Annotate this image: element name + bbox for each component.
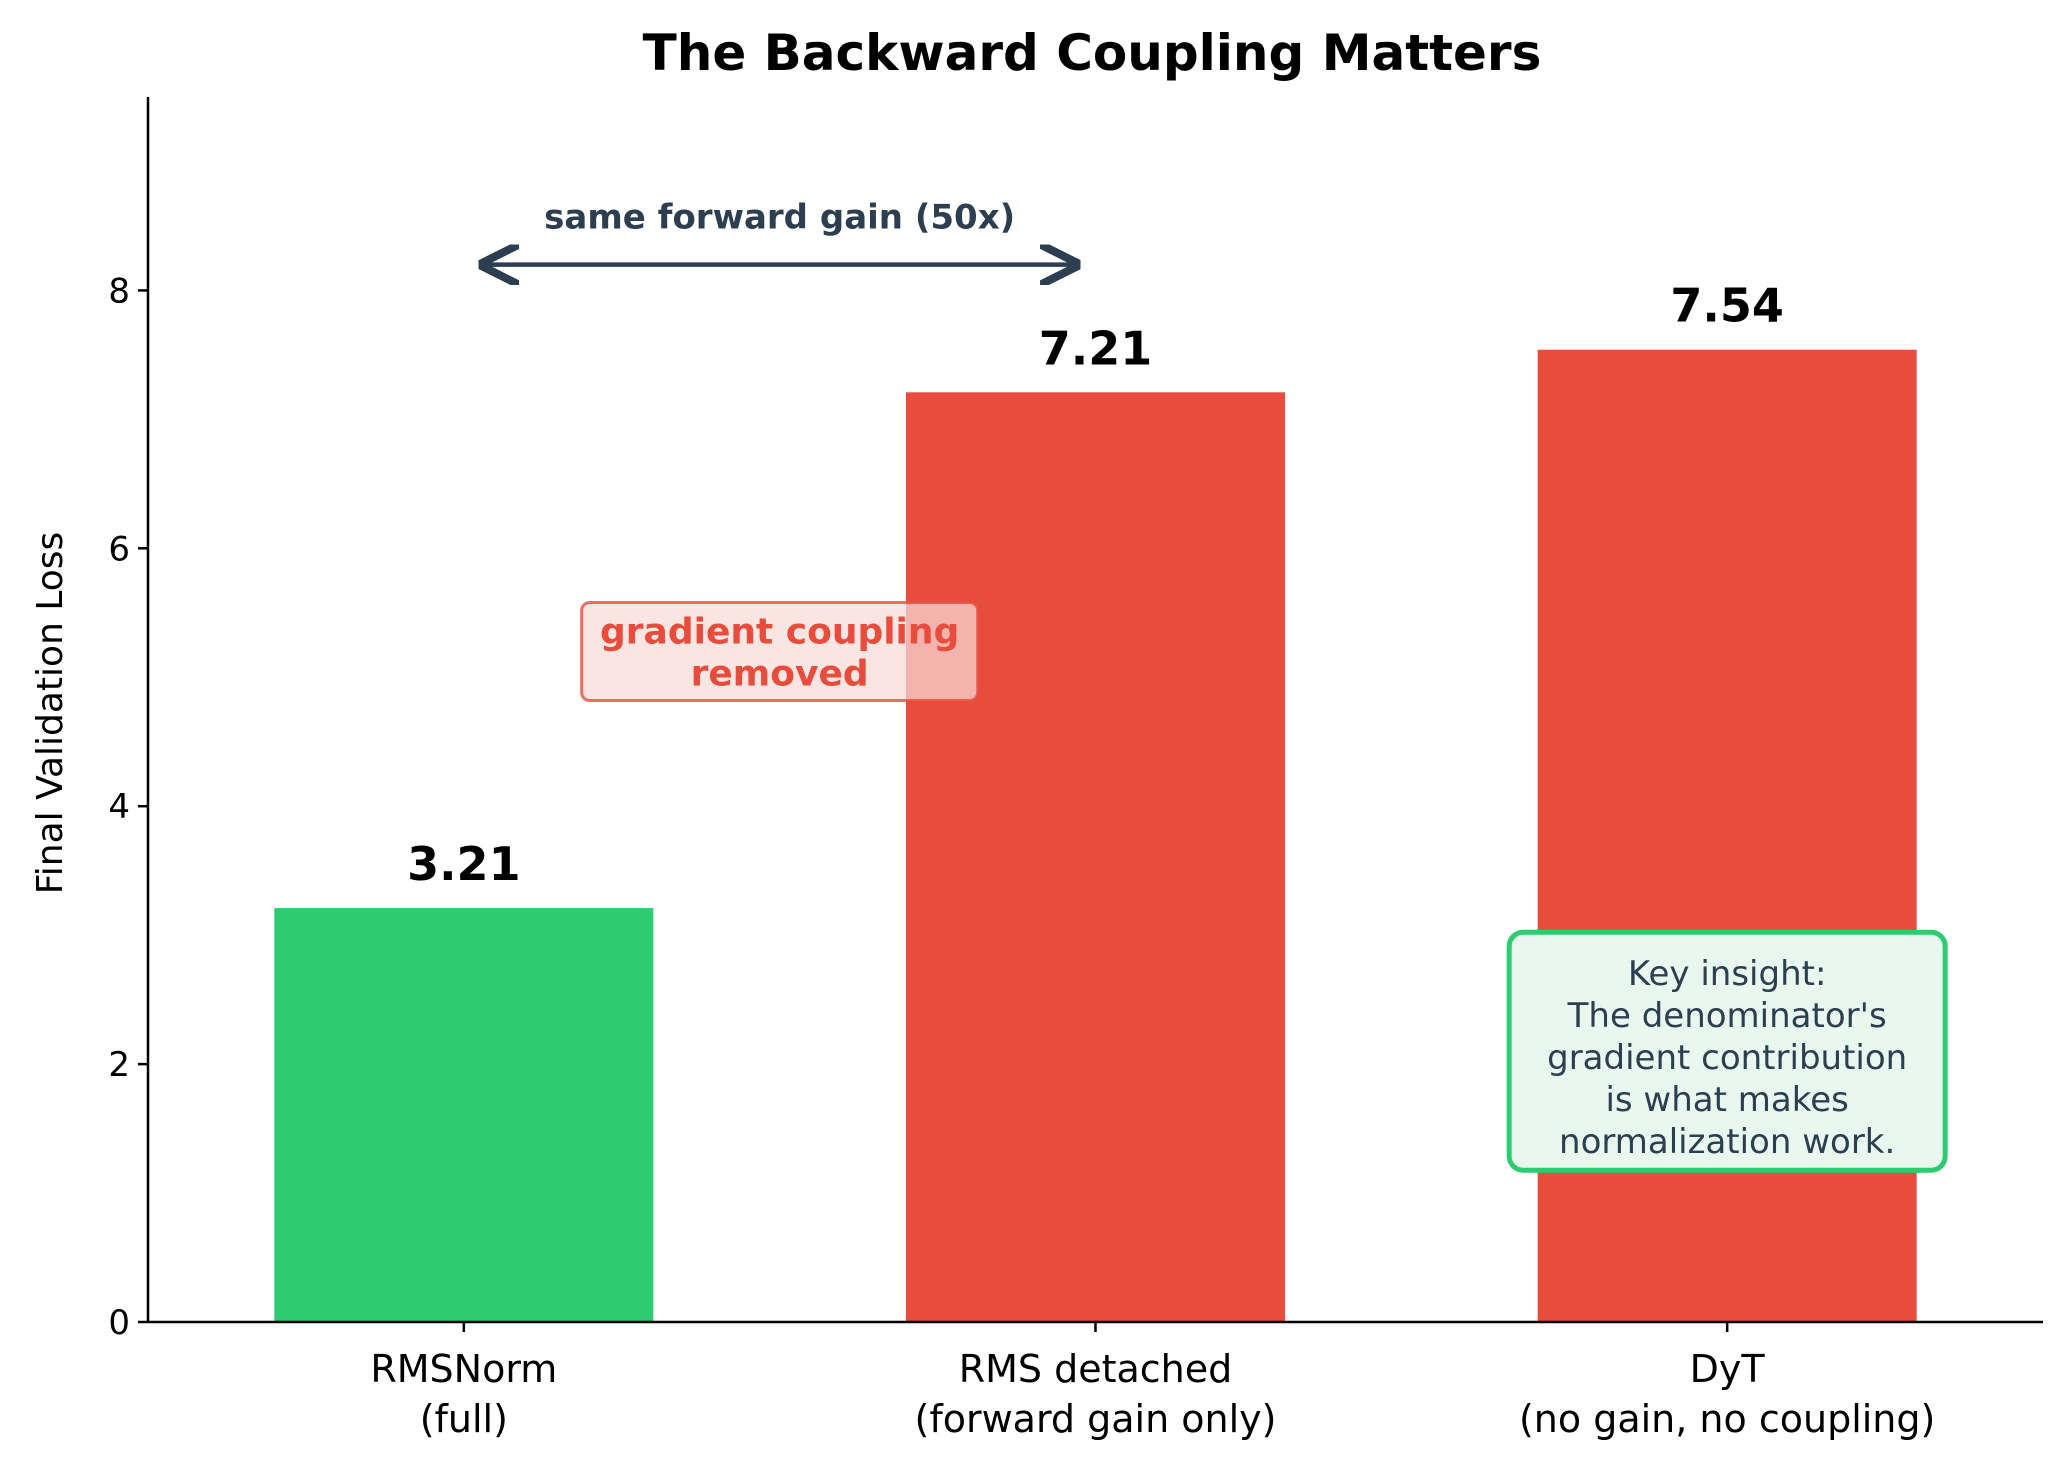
y-tick-label: 8 (108, 271, 130, 311)
y-tick-label: 0 (108, 1303, 130, 1343)
y-tick-label: 4 (108, 787, 130, 827)
x-tick-label: (no gain, no coupling) (1519, 1397, 1935, 1441)
y-axis-ticks: 0 2 4 6 8 (108, 271, 148, 1343)
insight-text: The denominator's (1567, 996, 1887, 1036)
value-label: 3.21 (407, 837, 521, 891)
value-labels: 3.21 7.21 7.54 (407, 279, 1784, 891)
x-tick-label: (full) (420, 1397, 508, 1441)
bars (274, 349, 1917, 1323)
annotations: same forward gain (50x) gradient coupling… (483, 198, 1948, 1173)
bar (906, 392, 1285, 1323)
arrow-label: same forward gain (50x) (544, 198, 1015, 238)
value-label: 7.54 (1670, 279, 1784, 333)
y-axis-title: Final Validation Loss (30, 532, 71, 895)
insight-text: is what makes (1605, 1080, 1848, 1120)
bar (1537, 349, 1917, 1323)
insight-box (1506, 929, 1948, 1173)
insight-text: normalization work. (1559, 1122, 1895, 1162)
red-note-text: removed (691, 653, 869, 694)
red-note-box (580, 600, 980, 702)
y-tick-label: 2 (108, 1045, 130, 1085)
y-tick-label: 6 (108, 529, 130, 569)
bar (274, 908, 654, 1322)
insight-text: gradient contribution (1547, 1038, 1907, 1078)
x-tick-label: (forward gain only) (915, 1397, 1277, 1441)
red-note-text: gradient coupling (600, 611, 959, 652)
x-axis-ticks: RMSNorm (full) RMS detached (forward gain o… (370, 1322, 1935, 1441)
value-label: 7.21 (1039, 321, 1153, 375)
x-tick-label: DyT (1690, 1347, 1766, 1391)
x-tick-label: RMS detached (959, 1347, 1233, 1391)
chart-title: The Backward Coupling Matters (643, 24, 1542, 82)
x-tick-label: RMSNorm (370, 1347, 557, 1391)
insight-text: Key insight: (1628, 954, 1827, 994)
